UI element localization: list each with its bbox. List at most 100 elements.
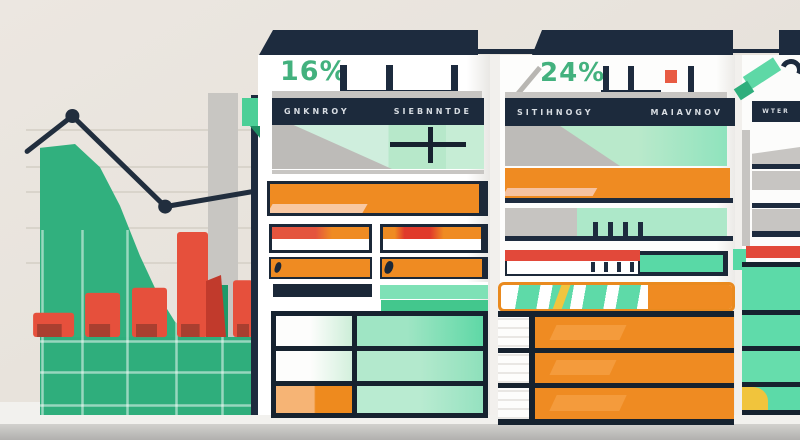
ruler-bar — [505, 208, 727, 236]
strip-tick — [630, 262, 634, 272]
comma-mark — [383, 260, 395, 275]
gray-wedge-2 — [505, 126, 620, 166]
ruler-tick — [593, 222, 598, 236]
navy-bar — [752, 203, 800, 208]
table-row-border — [498, 311, 734, 317]
middle-mini-chart — [272, 125, 484, 169]
green-cell — [742, 315, 800, 346]
navy-bar — [752, 231, 800, 237]
floor-shelf — [0, 424, 800, 440]
panel-gap — [490, 55, 500, 415]
orange-bar-small-right — [380, 257, 488, 279]
far-panel-tab — [779, 30, 800, 55]
bracket-tick — [386, 65, 393, 96]
red-strip-base — [505, 261, 640, 276]
gray-wedge — [272, 125, 392, 169]
orange-square-icon — [665, 70, 677, 83]
red-strip-far — [746, 246, 800, 258]
header-shadow-strip — [272, 91, 482, 98]
lone-tick — [688, 66, 694, 96]
table-cell — [276, 316, 352, 346]
table-row-border — [498, 419, 734, 425]
bar-accent-dark-red — [206, 275, 226, 337]
orange-block — [648, 285, 732, 309]
table-row-border — [498, 348, 734, 353]
middle-data-table — [271, 311, 488, 418]
left-combo-chart — [24, 93, 258, 415]
mint-stripes — [507, 285, 652, 309]
comma-mark — [273, 261, 283, 274]
right-mini-chart — [505, 126, 727, 166]
panel-gap-2 — [735, 55, 742, 415]
table-cell — [276, 351, 352, 381]
green-ribbon-wedge — [250, 126, 260, 138]
far-header-bar: WTER — [752, 101, 800, 122]
bar-bottom-half — [272, 238, 369, 250]
green-cell — [742, 351, 800, 382]
orange-bar-fill — [382, 259, 482, 277]
table-label-column — [498, 311, 529, 425]
strip-tick — [591, 262, 595, 272]
cell-highlight — [549, 395, 627, 411]
table-row-border — [742, 410, 800, 415]
right-header-bar: SITIHNOGY MAIAVNOV — [505, 98, 735, 126]
right-panel-tab — [532, 30, 733, 55]
bar-underline — [505, 198, 733, 203]
middle-header-bar: GNKNROY SIEBNNTDE — [272, 98, 484, 125]
table-row-border — [742, 346, 800, 351]
table-cell — [357, 316, 483, 346]
cell-highlight — [549, 360, 617, 375]
header-word: SITIHNOGY — [517, 107, 594, 117]
middle-stat-value: 16% — [280, 56, 348, 87]
green-ribbon — [242, 98, 258, 126]
strip-tick — [617, 262, 621, 272]
ruler-tick — [638, 222, 643, 236]
green-grid-table — [40, 337, 253, 415]
orange-bar-fill — [271, 259, 370, 277]
bar-top-half — [383, 227, 481, 239]
mint-bar-framed — [640, 251, 728, 276]
bar-top-half — [272, 227, 369, 239]
bracket-tick — [451, 65, 458, 96]
right-stat-value: 24% — [540, 58, 606, 88]
table-row-border — [742, 310, 800, 315]
tab-connector-line — [476, 49, 536, 54]
red-bar-series — [33, 232, 253, 338]
tab-connector-line-2 — [733, 49, 781, 53]
table-row-border — [742, 382, 800, 387]
trend-line-series — [24, 109, 258, 214]
ruler-gray-segment — [505, 208, 577, 236]
header-word: SIEBNNTDE — [393, 107, 472, 116]
mint-progress-segment — [380, 282, 488, 299]
crosshair-icon-v — [428, 127, 433, 163]
split-bar-left — [269, 224, 372, 253]
orange-data-table — [498, 311, 734, 425]
table-row-border — [742, 262, 800, 267]
middle-panel-tab — [259, 30, 478, 55]
gray-bar — [752, 209, 800, 231]
chart-underline — [272, 170, 484, 174]
bar-bottom-half — [383, 238, 481, 250]
table-cell — [357, 351, 483, 381]
orange-bar-fill — [270, 184, 479, 213]
bracket-tick — [603, 66, 609, 96]
navy-bar — [752, 164, 800, 169]
cell-highlight — [549, 325, 627, 340]
split-bar-right — [380, 224, 488, 253]
ruler-tick — [608, 222, 613, 236]
gray-column — [742, 130, 750, 246]
gray-bar — [752, 171, 800, 190]
table-cell-orange — [276, 386, 352, 413]
red-strip — [505, 250, 640, 261]
middle-panel-border — [251, 96, 258, 415]
table-cell — [357, 386, 483, 413]
bracket-tick — [340, 65, 347, 96]
header-shadow-strip-2 — [505, 92, 727, 98]
green-accent-patch — [381, 300, 488, 313]
orange-bar-row — [267, 181, 488, 216]
header-word: WTER — [762, 108, 790, 115]
ruler-underline — [505, 236, 733, 241]
header-word: MAIAVNOV — [650, 107, 723, 117]
navy-progress-segment — [273, 284, 372, 297]
